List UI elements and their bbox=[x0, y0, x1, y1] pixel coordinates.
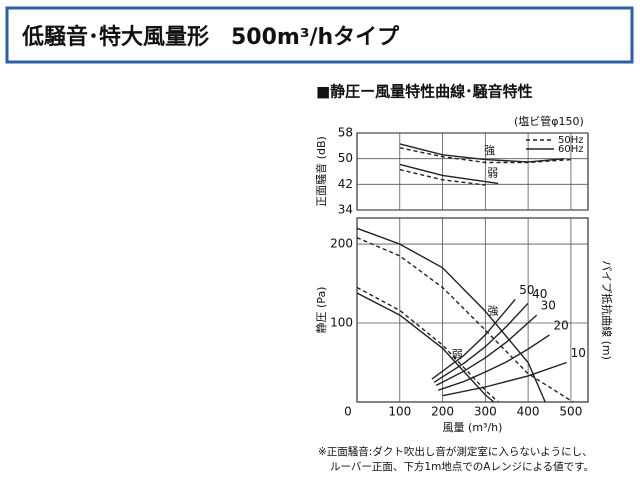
y-axis-label: 静圧 (Pa) bbox=[314, 287, 328, 334]
x-tick-label: 200 bbox=[431, 405, 454, 419]
resistance-curve bbox=[433, 302, 529, 383]
section-title: ■静圧ー風量特性曲線･騒音特性 bbox=[316, 83, 533, 101]
resistance-curve bbox=[431, 298, 516, 380]
legend-label: 50Hz bbox=[558, 135, 584, 146]
line-series bbox=[356, 237, 574, 403]
footnote: ルーバー正面、下方1m地点でのAレンジによる値です。 bbox=[330, 460, 594, 473]
line-series bbox=[356, 292, 495, 403]
resistance-label: 40 bbox=[532, 287, 547, 301]
resistance-label: 30 bbox=[541, 299, 556, 313]
x-tick-label: 300 bbox=[474, 405, 497, 419]
curve-label: 強 bbox=[484, 144, 495, 157]
legend-label: 60Hz bbox=[558, 144, 584, 155]
resistance-curve bbox=[442, 361, 567, 397]
curve-label: 弱 bbox=[487, 167, 498, 180]
header-title: 低騒音･特大風量形 500m³/hタイプ bbox=[21, 24, 400, 50]
y-tick-label: 200 bbox=[330, 237, 353, 251]
line-series bbox=[399, 147, 571, 164]
resistance-label: 10 bbox=[571, 346, 586, 360]
x-tick-label: 0 bbox=[344, 405, 352, 419]
plot-frame bbox=[356, 132, 589, 211]
curve-label: 強 bbox=[488, 304, 499, 317]
x-tick-label: 500 bbox=[559, 405, 582, 419]
note: (塩ビ管φ150) bbox=[514, 114, 584, 128]
y2-axis-label: パイプ抵抗曲線 (m) bbox=[600, 260, 614, 360]
y-tick-label: 42 bbox=[338, 177, 353, 191]
y-tick-label: 34 bbox=[338, 203, 353, 217]
resistance-curve bbox=[438, 334, 550, 391]
x-tick-label: 400 bbox=[517, 405, 540, 419]
header-box bbox=[5, 6, 634, 64]
resistance-curve bbox=[435, 314, 538, 387]
resistance-label: 50 bbox=[519, 283, 534, 297]
curve-label: 弱 bbox=[452, 348, 463, 361]
line-series bbox=[399, 143, 565, 163]
line-series bbox=[356, 286, 499, 403]
footnote: ※正面騒音:ダクト吹出し音が測定室に入らないようにし、 bbox=[318, 445, 593, 458]
y-axis-label: 正面騒音 (dB) bbox=[314, 136, 328, 207]
y-tick-label: 50 bbox=[338, 151, 353, 165]
resistance-label: 20 bbox=[554, 318, 569, 332]
x-tick-label: 100 bbox=[388, 405, 411, 419]
line-series bbox=[399, 168, 486, 186]
line-series bbox=[399, 163, 499, 185]
y-tick-label: 100 bbox=[330, 316, 353, 330]
x-axis-label: 風量 (m³/h) bbox=[443, 421, 503, 434]
plot-frame bbox=[356, 217, 589, 403]
line-series bbox=[356, 227, 546, 403]
y-tick-label: 58 bbox=[338, 126, 353, 140]
